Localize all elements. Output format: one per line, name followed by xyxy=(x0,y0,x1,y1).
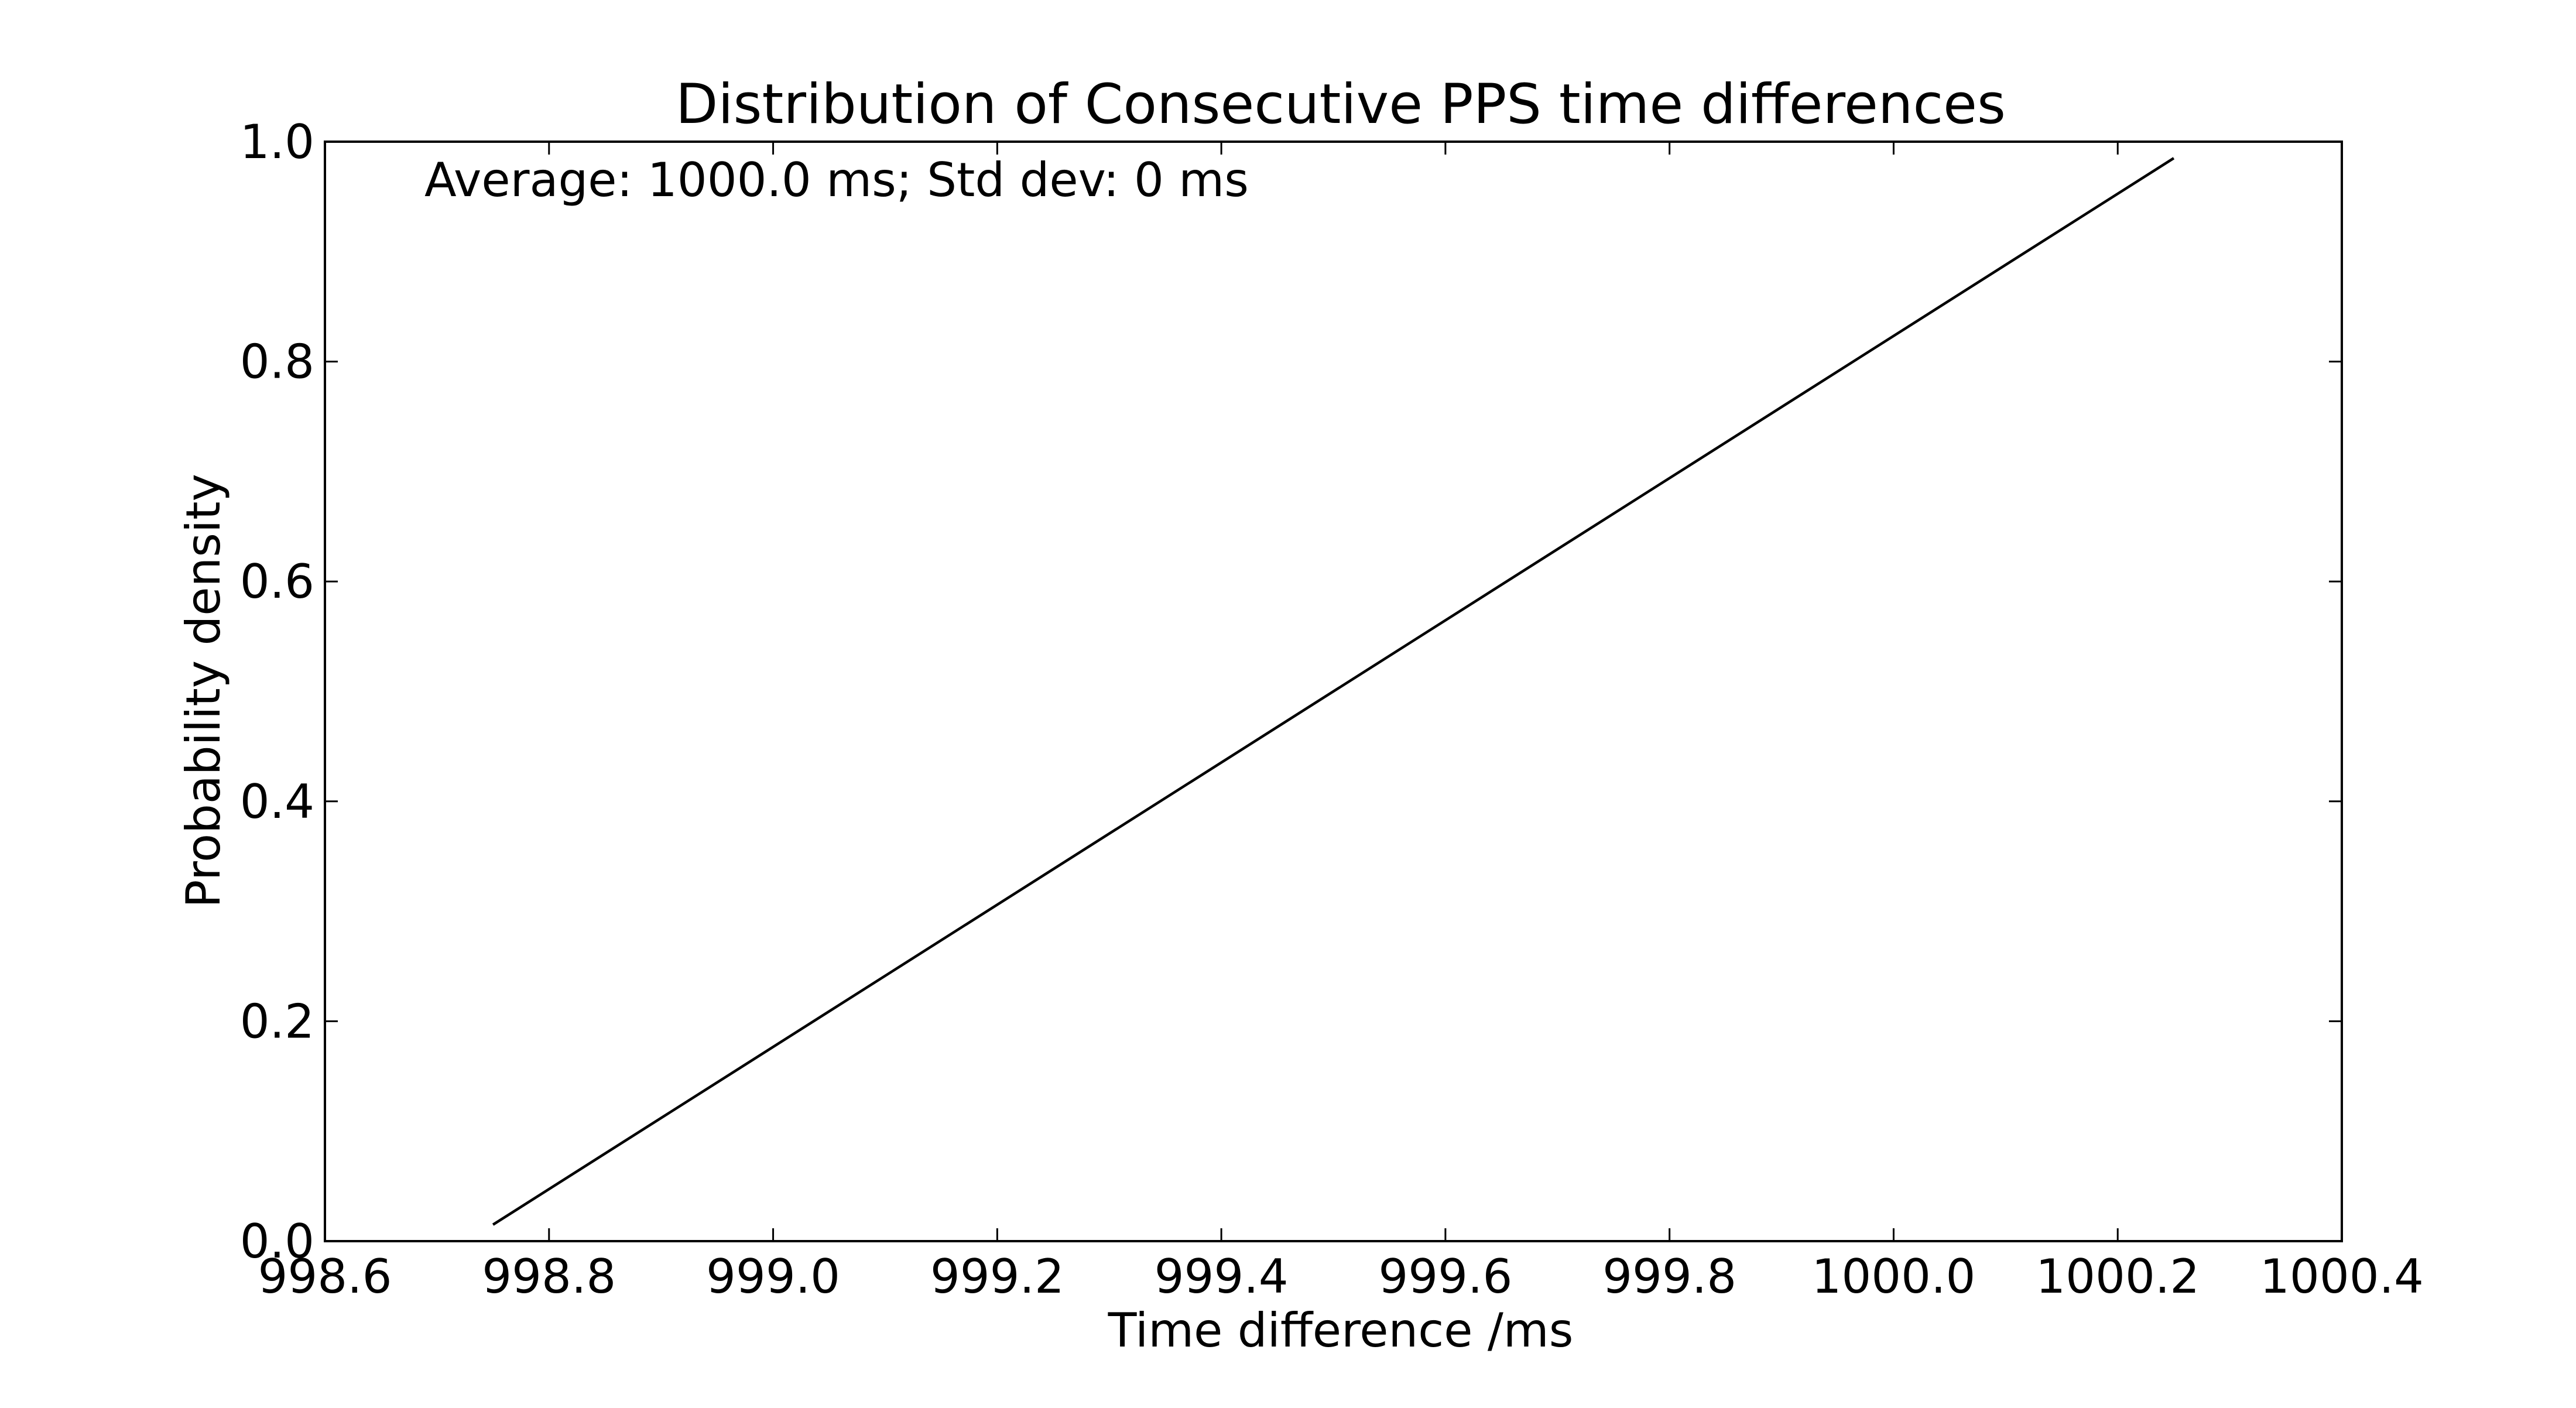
axes-frame xyxy=(324,141,2343,1242)
x-tick-label: 998.8 xyxy=(482,1249,616,1304)
x-tick-label: 999.0 xyxy=(706,1249,840,1304)
y-tick-label: 0.2 xyxy=(240,994,314,1049)
x-tick-label: 998.6 xyxy=(258,1249,392,1304)
x-tick-label: 1000.0 xyxy=(1811,1249,1975,1304)
plot-area: 998.6 998.8 999.0 999.2 999.4 999.6 999.8 1000.… xyxy=(240,115,2424,1304)
y-axis-label: Probability density xyxy=(176,474,231,908)
x-tick-label: 999.8 xyxy=(1602,1249,1736,1304)
data-series-line xyxy=(492,157,2175,1226)
y-tick-label: 0.8 xyxy=(240,335,314,389)
y-tick-label: 0.4 xyxy=(240,775,314,829)
x-axis-label: Time difference /ms xyxy=(1108,1303,1574,1358)
x-tick-label: 1000.4 xyxy=(2260,1249,2424,1304)
y-tick-label: 0.0 xyxy=(240,1214,314,1269)
chart-title: Distribution of Consecutive PPS time dif… xyxy=(676,73,2006,136)
y-tick-label: 0.6 xyxy=(240,554,314,609)
y-tick-label: 1.0 xyxy=(240,115,314,169)
x-tick-label: 999.6 xyxy=(1378,1249,1512,1304)
x-tick-label: 999.4 xyxy=(1155,1249,1289,1304)
x-tick-label: 999.2 xyxy=(930,1249,1064,1304)
x-tick-label: 1000.2 xyxy=(2036,1249,2200,1304)
stats-annotation: Average: 1000.0 ms; Std dev: 0 ms xyxy=(424,153,1249,207)
